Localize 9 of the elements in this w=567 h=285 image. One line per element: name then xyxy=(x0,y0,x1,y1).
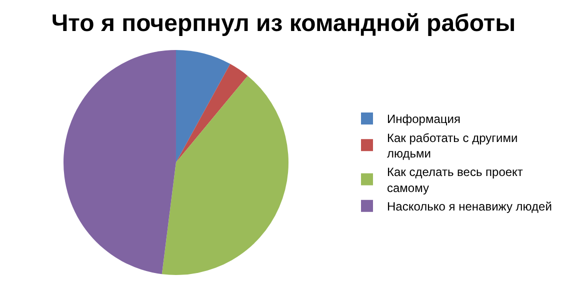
legend-label: Информация xyxy=(387,112,460,126)
pie-slice xyxy=(176,50,230,162)
pie-slice xyxy=(162,76,288,275)
legend-label: Как сделать весь проект самому xyxy=(387,165,524,195)
chart-title: Что я почерпнул из командной работы xyxy=(51,10,516,38)
pie-slice xyxy=(176,64,248,162)
legend-label: Как работать с другими людьми xyxy=(387,130,518,161)
legend-label: Насколько я ненавижу людей xyxy=(387,200,552,214)
pie-slice xyxy=(64,50,176,274)
